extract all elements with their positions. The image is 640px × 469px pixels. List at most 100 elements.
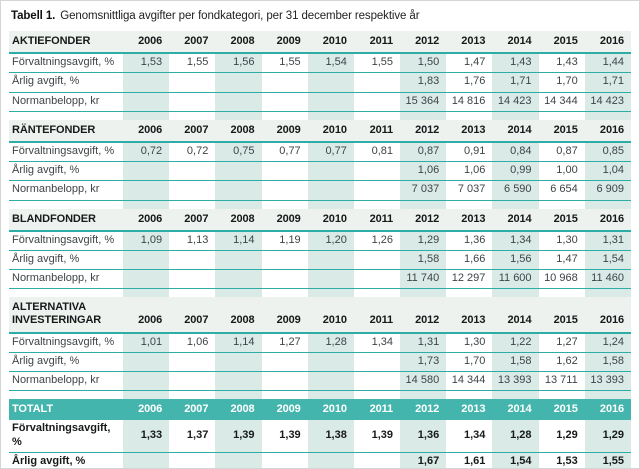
value-cell: 12 297: [446, 269, 493, 290]
gap-cell: [446, 391, 492, 400]
gap-cell: [9, 200, 123, 209]
year-header: 2007: [169, 297, 216, 334]
year-header: 2013: [446, 297, 493, 334]
year-header: 2011: [353, 31, 401, 55]
value-cell: [261, 92, 308, 112]
value-cell: 1,13: [169, 230, 216, 251]
value-cell: 1,53: [123, 53, 170, 74]
gap-cell: [492, 111, 538, 120]
value-cell: 14 423: [492, 92, 539, 112]
section-header-row: RÄNTEFONDER 2006 2007 2008 2009 2010 2011 2012 2…: [9, 119, 631, 143]
value-cell: 0,72: [123, 141, 170, 163]
year-header: 2012: [400, 297, 447, 334]
value-cell: 1,55: [169, 53, 216, 74]
table-row: Förvaltningsavgift, % 1,01 1,06 1,14 1,27 1,2…: [9, 332, 631, 353]
gap-cell: [585, 200, 631, 209]
gap-cell: [123, 111, 169, 120]
year-header: 2008: [215, 31, 262, 55]
value-cell: 1,58: [584, 352, 631, 373]
section-header-row: BLANDFONDER 2006 2007 2008 2009 2010 2011 2012 2…: [9, 208, 631, 232]
value-cell: 13 393: [584, 371, 631, 392]
value-cell: 1,70: [446, 352, 493, 373]
value-cell: [215, 250, 262, 271]
section-header-totalt: TOTALT: [9, 399, 123, 421]
value-cell: 1,43: [538, 53, 585, 74]
gap-cell: [215, 391, 261, 400]
value-cell: 13 393: [492, 371, 539, 392]
table-row: Årlig avgift, % 1,06 1,06 0,99 1,00 1,04: [9, 161, 631, 182]
value-cell: [123, 269, 170, 290]
value-cell: [215, 161, 262, 182]
value-cell: 1,56: [492, 250, 539, 271]
value-cell: [123, 161, 170, 182]
gap-cell: [400, 391, 446, 400]
value-cell: 1,83: [400, 72, 447, 93]
value-cell: [215, 269, 262, 290]
year-header: 2010: [307, 297, 354, 334]
table-row: Förvaltningsavgift, % 1,09 1,13 1,14 1,19 1,2…: [9, 230, 631, 251]
value-cell: [169, 161, 216, 182]
section-gap-row: [9, 200, 631, 209]
year-header: 2010: [307, 208, 354, 232]
table-row: Förvaltningsavgift, % 1,53 1,55 1,56 1,55 1,5…: [9, 53, 631, 74]
gap-cell: [262, 111, 308, 120]
value-cell: 1,39: [261, 420, 308, 453]
year-header: 2006: [123, 119, 170, 143]
gap-cell: [169, 111, 215, 120]
value-cell: 1,29: [584, 420, 631, 453]
value-cell: 6 654: [538, 180, 585, 201]
value-cell: [353, 371, 401, 392]
value-cell: 1,33: [123, 420, 170, 453]
value-cell: 14 816: [446, 92, 493, 112]
value-cell: [123, 452, 170, 468]
row-label: Förvaltningsavgift, %: [9, 332, 123, 353]
year-header: 2011: [353, 119, 401, 143]
value-cell: 1,66: [446, 250, 493, 271]
row-label: Årlig avgift, %: [9, 452, 123, 468]
gap-cell: [262, 200, 308, 209]
value-cell: 1,73: [400, 352, 447, 373]
value-cell: 0,87: [538, 141, 585, 163]
value-cell: 1,00: [538, 161, 585, 182]
value-cell: 1,24: [584, 332, 631, 353]
table-row: Förvaltningsavgift, % 1,33 1,37 1,39 1,39 1,3…: [9, 420, 631, 453]
value-cell: 1,58: [400, 250, 447, 271]
row-label: Förvaltningsavgift, %: [9, 53, 123, 74]
value-cell: 1,06: [446, 161, 493, 182]
value-cell: 1,71: [584, 72, 631, 93]
row-label: Normanbelopp, kr: [9, 92, 123, 112]
value-cell: 1,50: [400, 53, 447, 74]
fee-table: AKTIEFONDER 2006 2007 2008 2009 2010 2011 2012 2…: [9, 31, 631, 468]
table-number: Tabell 1.: [11, 10, 56, 22]
year-header: 2014: [492, 208, 539, 232]
value-cell: 14 344: [446, 371, 493, 392]
year-header: 2011: [353, 208, 401, 232]
value-cell: 1,55: [584, 452, 631, 468]
value-cell: 0,91: [446, 141, 493, 163]
value-cell: 1,09: [123, 230, 170, 251]
value-cell: 1,43: [492, 53, 539, 74]
value-cell: 0,75: [215, 141, 262, 163]
year-header: 2009: [261, 297, 308, 334]
value-cell: [261, 269, 308, 290]
table-row: Förvaltningsavgift, % 0,72 0,72 0,75 0,77 0,7…: [9, 141, 631, 163]
year-header: 2012: [400, 208, 447, 232]
value-cell: 1,20: [307, 230, 354, 251]
value-cell: [123, 72, 170, 93]
section-table-aktiefonder: AKTIEFONDER 2006 2007 2008 2009 2010 2011 2012 2…: [9, 31, 631, 120]
year-header: 2009: [261, 31, 308, 55]
gap-cell: [354, 289, 400, 298]
year-header: 2014: [492, 119, 539, 143]
value-cell: [215, 371, 262, 392]
value-cell: [169, 352, 216, 373]
section-header-alternativa-investeringar: ALTERNATIVA INVESTERINGAR: [9, 297, 123, 334]
value-cell: 11 740: [400, 269, 447, 290]
year-header: 2007: [169, 119, 216, 143]
value-cell: 1,37: [169, 420, 216, 453]
value-cell: 1,62: [538, 352, 585, 373]
row-label: Normanbelopp, kr: [9, 371, 123, 392]
table-row: Årlig avgift, % 1,67 1,61 1,54 1,53 1,55: [9, 452, 631, 468]
value-cell: [307, 92, 354, 112]
section-table-blandfonder: BLANDFONDER 2006 2007 2008 2009 2010 2011 2012 2…: [9, 208, 631, 298]
value-cell: 6 590: [492, 180, 539, 201]
